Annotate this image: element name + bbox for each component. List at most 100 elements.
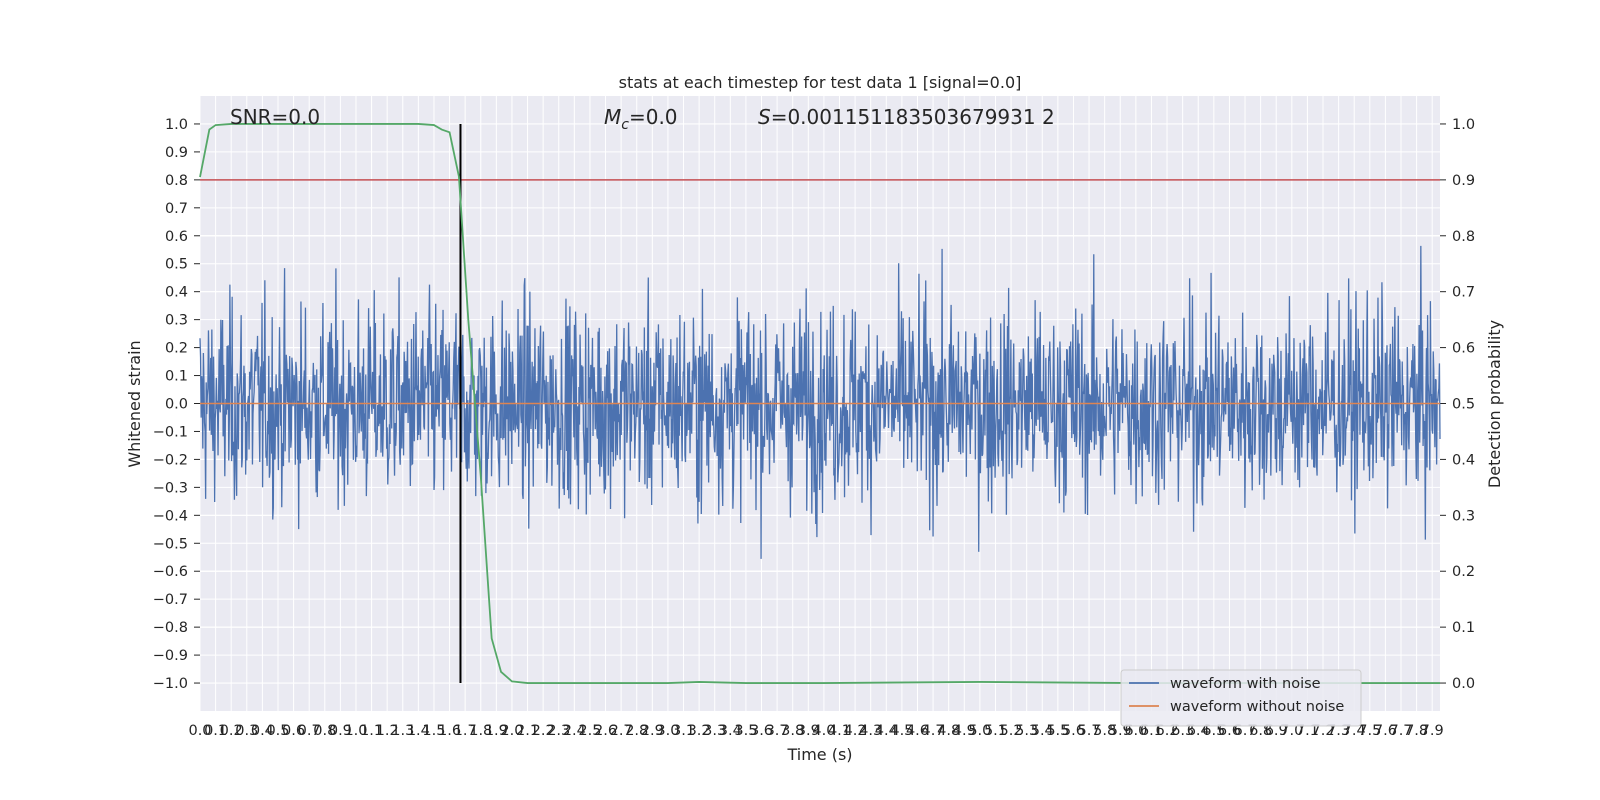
y2-tick-label: 0.3 <box>1452 508 1475 524</box>
x-tick-label: 7.5 <box>1358 723 1381 739</box>
annotation-s-symbol: S <box>758 105 771 129</box>
x-tick-label: 7.9 <box>1421 723 1444 739</box>
y-tick-label: 0.9 <box>165 145 188 161</box>
y-tick-label: 0.2 <box>165 341 188 357</box>
x-tick-label: 1.3 <box>391 723 414 739</box>
x-tick-label: 3.1 <box>672 723 695 739</box>
y2-tick-label: 0.1 <box>1452 620 1475 636</box>
x-tick-label: 0.6 <box>282 723 305 739</box>
x-tick-label: 5.6 <box>1062 723 1085 739</box>
x-tick-label: 6.4 <box>1187 723 1210 739</box>
x-tick-label: 6.0 <box>1124 723 1147 739</box>
y-tick-label: 0.3 <box>165 313 188 329</box>
y2-tick-label: 0.5 <box>1452 397 1475 413</box>
y-tick-label: 0.5 <box>165 257 188 273</box>
y-tick-label: 0.6 <box>165 229 188 245</box>
x-tick-label: 2.1 <box>516 723 539 739</box>
noise-trace <box>199 245 1441 559</box>
x-tick-label: 1.1 <box>360 723 383 739</box>
legend-label-clean: waveform without noise <box>1170 699 1344 715</box>
x-tick-label: 7.1 <box>1296 723 1319 739</box>
y-tick-label: −0.6 <box>153 564 188 580</box>
x-tick-label: 6.2 <box>1156 723 1179 739</box>
x-tick-label: 4.5 <box>890 723 913 739</box>
x-tick-labels: 0.00.10.20.30.40.50.60.70.80.91.01.11.21… <box>188 723 1443 739</box>
x-tick-label: 7.0 <box>1280 723 1303 739</box>
y2-tick-label: 0.2 <box>1452 564 1475 580</box>
x-tick-label: 4.2 <box>844 723 867 739</box>
x-tick-label: 0.7 <box>298 723 321 739</box>
x-tick-label: 4.6 <box>906 723 929 739</box>
x-tick-label: 4.7 <box>922 723 945 739</box>
legend-label-noise: waveform with noise <box>1170 676 1321 692</box>
y2-tick-label: 0.7 <box>1452 285 1475 301</box>
y-tick-label: −0.2 <box>153 452 188 468</box>
x-tick-label: 1.6 <box>438 723 461 739</box>
x-tick-label: 5.3 <box>1015 723 1038 739</box>
y-axis-label: Whitened strain <box>125 340 144 467</box>
y-tick-label: −0.3 <box>153 480 188 496</box>
x-tick-label: 2.0 <box>500 723 523 739</box>
x-tick-label: 2.7 <box>610 723 633 739</box>
y-tick-label: 1.0 <box>165 117 188 133</box>
y-tick-label: −1.0 <box>153 676 188 692</box>
annotation-mc-sub: c <box>621 117 629 133</box>
annotation-s-value: =0.001151183503679931 2 <box>771 105 1055 129</box>
y-tick-labels: −1.0 −0.9 −0.8 −0.7 −0.6 −0.5 −0.4 −0.3 −0.2 −0.1… <box>153 117 188 692</box>
x-tick-label: 7.3 <box>1327 723 1350 739</box>
x-tick-label: 6.5 <box>1202 723 1225 739</box>
annotation-mc-symbol: M <box>604 105 621 129</box>
annotation-mc: Mc=0.0 <box>604 105 678 133</box>
x-tick-label: 3.7 <box>766 723 789 739</box>
x-tick-label: 4.4 <box>875 723 898 739</box>
x-tick-label: 1.4 <box>407 723 430 739</box>
x-tick-label: 1.5 <box>422 723 445 739</box>
x-tick-label: 6.7 <box>1234 723 1257 739</box>
x-tick-label: 0.1 <box>204 723 227 739</box>
annotation-mc-value: =0.0 <box>629 105 678 129</box>
chart-title: stats at each timestep for test data 1 [… <box>619 73 1022 92</box>
y2-axis-label: Detection probability <box>1485 320 1504 488</box>
legend-box <box>1120 669 1362 727</box>
x-tick-label: 4.1 <box>828 723 851 739</box>
y2-tick-label: 0.8 <box>1452 229 1475 245</box>
x-tick-label: 1.2 <box>376 723 399 739</box>
x-tick-label: 0.2 <box>220 723 243 739</box>
x-tick-label: 1.7 <box>454 723 477 739</box>
y-tick-label: 0.8 <box>165 173 188 189</box>
x-tick-label: 6.3 <box>1171 723 1194 739</box>
x-tick-label: 0.5 <box>266 723 289 739</box>
x-tick-label: 1.9 <box>485 723 508 739</box>
x-tick-label: 3.0 <box>656 723 679 739</box>
x-tick-label: 2.3 <box>547 723 570 739</box>
x-tick-label: 3.4 <box>719 723 742 739</box>
x-tick-label: 0.4 <box>251 723 274 739</box>
series-detection-probability <box>199 123 1440 684</box>
x-tick-label: 2.9 <box>641 723 664 739</box>
x-tick-label: 2.4 <box>563 723 586 739</box>
x-tick-label: 3.6 <box>750 723 773 739</box>
y-tick-label: −0.1 <box>153 424 188 440</box>
y2-tick-label: 0.6 <box>1452 341 1475 357</box>
x-tick-label: 2.2 <box>532 723 555 739</box>
x-tick-label: 7.4 <box>1343 723 1366 739</box>
series-waveform-with-noise <box>199 245 1441 559</box>
x-tick-label: 7.7 <box>1389 723 1412 739</box>
x-tick-label: 5.7 <box>1078 723 1101 739</box>
x-tick-label: 4.0 <box>812 723 835 739</box>
x-tick-label: 5.9 <box>1109 723 1132 739</box>
y2-tick-label: 0.0 <box>1452 676 1475 692</box>
x-tick-label: 0.0 <box>188 723 211 739</box>
x-tick-label: 0.9 <box>329 723 352 739</box>
x-tick-label: 4.8 <box>937 723 960 739</box>
x-tick-label: 6.1 <box>1140 723 1163 739</box>
y2-tick-label: 1.0 <box>1452 117 1475 133</box>
y-tick-label: 0.7 <box>165 201 188 217</box>
y-tick-label: −0.9 <box>153 648 188 664</box>
y-tick-label: −0.5 <box>153 536 188 552</box>
x-tick-label: 4.3 <box>859 723 882 739</box>
x-tick-label: 5.1 <box>984 723 1007 739</box>
y-tick-label: 0.1 <box>165 369 188 385</box>
x-tick-label: 3.2 <box>688 723 711 739</box>
